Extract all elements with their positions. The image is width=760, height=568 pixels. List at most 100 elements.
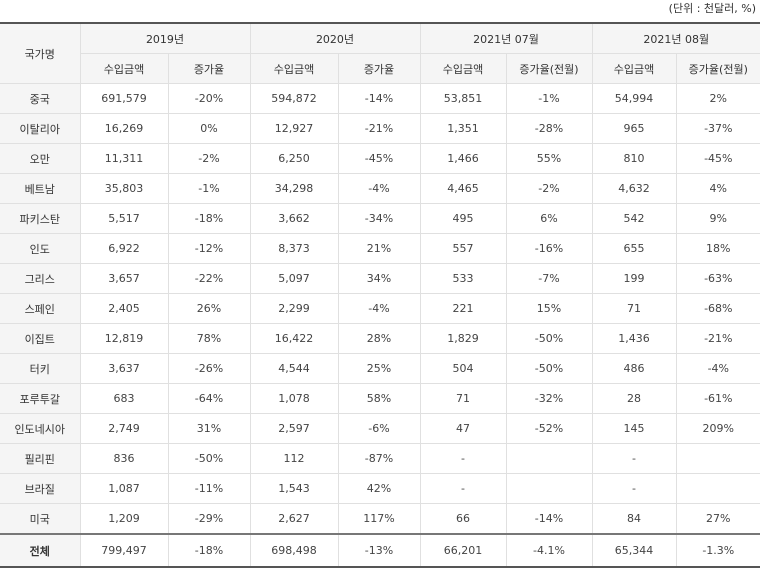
rate-cell: -1%: [505, 83, 593, 114]
country-cell: 그리스: [0, 263, 81, 294]
rate-cell: [675, 443, 760, 474]
amount-cell: 1,209: [79, 503, 169, 535]
rate-cell: -14%: [337, 83, 421, 114]
rate-cell: -63%: [675, 263, 760, 294]
table-row: 인도네시아 2,749 31% 2,597 -6% 47 -52% 145 209%: [0, 413, 760, 444]
amount-cell: 66: [419, 503, 507, 535]
amount-cell: 3,657: [79, 263, 169, 294]
amount-cell: 3,637: [79, 353, 169, 384]
table-row: 오만 11,311 -2% 6,250 -45% 1,466 55% 810 -45%: [0, 143, 760, 174]
rate-cell: -21%: [337, 113, 421, 144]
rate-cell: -22%: [167, 263, 251, 294]
amount-cell: 221: [419, 293, 507, 324]
amount-cell: 66,201: [419, 533, 507, 568]
table-row: 포루투갈 683 -64% 1,078 58% 71 -32% 28 -61%: [0, 383, 760, 414]
header-period: 2019년: [79, 22, 251, 54]
header-sub: 수입금액: [80, 53, 169, 84]
rate-cell: -21%: [675, 323, 760, 354]
rate-cell: -16%: [505, 233, 593, 264]
rate-cell: -1%: [167, 173, 251, 204]
rate-cell: 25%: [337, 353, 421, 384]
amount-cell: 5,517: [79, 203, 169, 234]
table-row: 이집트 12,819 78% 16,422 28% 1,829 -50% 1,436 -21%: [0, 323, 760, 354]
header-sub: 수입금액: [249, 53, 339, 84]
rate-cell: -12%: [167, 233, 251, 264]
country-cell: 스페인: [0, 293, 81, 324]
rate-cell: -37%: [675, 113, 760, 144]
rate-cell: -50%: [505, 353, 593, 384]
amount-cell: -: [591, 473, 677, 504]
header-period: 2021년 08월: [591, 22, 760, 54]
table-row: 베트남 35,803 -1% 34,298 -4% 4,465 -2% 4,632 4%: [0, 173, 760, 204]
amount-cell: 4,632: [591, 173, 677, 204]
amount-cell: 53,851: [419, 83, 507, 114]
amount-cell: 12,819: [79, 323, 169, 354]
amount-cell: 12,927: [249, 113, 339, 144]
rate-cell: 0%: [167, 113, 251, 144]
amount-cell: 799,497: [79, 533, 169, 568]
rate-cell: 209%: [675, 413, 760, 444]
amount-cell: 1,543: [249, 473, 339, 504]
amount-cell: 1,829: [419, 323, 507, 354]
table-row: 미국 1,209 -29% 2,627 117% 66 -14% 84 27%: [0, 503, 760, 535]
rate-cell: -4%: [675, 353, 760, 384]
amount-cell: 1,466: [419, 143, 507, 174]
table-row: 그리스 3,657 -22% 5,097 34% 533 -7% 199 -63%: [0, 263, 760, 294]
header-sub: 증가율(전월): [505, 53, 593, 84]
table-row: 중국 691,579 -20% 594,872 -14% 53,851 -1% 54,994 2…: [0, 83, 760, 114]
country-cell: 이탈리아: [0, 113, 81, 144]
rate-cell: 9%: [675, 203, 760, 234]
amount-cell: -: [419, 443, 507, 474]
rate-cell: -32%: [505, 383, 593, 414]
rate-cell: -29%: [167, 503, 251, 535]
rate-cell: -45%: [675, 143, 760, 174]
rate-cell: -50%: [167, 443, 251, 474]
country-cell: 중국: [0, 83, 81, 114]
rate-cell: -68%: [675, 293, 760, 324]
amount-cell: 71: [591, 293, 677, 324]
rate-cell: -18%: [167, 203, 251, 234]
amount-cell: 1,436: [591, 323, 677, 354]
amount-cell: 1,078: [249, 383, 339, 414]
table-row: 인도 6,922 -12% 8,373 21% 557 -16% 655 18%: [0, 233, 760, 264]
amount-cell: -: [419, 473, 507, 504]
amount-cell: 495: [419, 203, 507, 234]
header-country: 국가명: [0, 22, 81, 84]
amount-cell: 698,498: [249, 533, 339, 568]
rate-cell: -26%: [167, 353, 251, 384]
header-row-sub: 수입금액 증가율 수입금액 증가율 수입금액 증가율(전월) 수입금액 증가율(…: [0, 53, 760, 84]
rate-cell: -7%: [505, 263, 593, 294]
rate-cell: [675, 473, 760, 504]
rate-cell: 21%: [337, 233, 421, 264]
amount-cell: 6,922: [79, 233, 169, 264]
rate-cell: -64%: [167, 383, 251, 414]
country-cell: 오만: [0, 143, 81, 174]
amount-cell: 8,373: [249, 233, 339, 264]
country-cell: 미국: [0, 503, 81, 535]
rate-cell: -4.1%: [505, 533, 593, 568]
amount-cell: 594,872: [249, 83, 339, 114]
total-row: 전체 799,497 -18% 698,498 -13% 66,201 -4.1% 65,34…: [0, 533, 760, 568]
rate-cell: 2%: [675, 83, 760, 114]
amount-cell: 965: [591, 113, 677, 144]
rate-cell: -4%: [337, 293, 421, 324]
amount-cell: 683: [79, 383, 169, 414]
rate-cell: -6%: [337, 413, 421, 444]
country-cell: 인도네시아: [0, 413, 81, 444]
table-row: 브라질 1,087 -11% 1,543 42% - -: [0, 473, 760, 504]
amount-cell: 2,627: [249, 503, 339, 535]
amount-cell: 47: [419, 413, 507, 444]
rate-cell: -87%: [337, 443, 421, 474]
amount-cell: 34,298: [249, 173, 339, 204]
header-period: 2021년 07월: [419, 22, 593, 54]
country-cell: 이집트: [0, 323, 81, 354]
amount-cell: 5,097: [249, 263, 339, 294]
rate-cell: -52%: [505, 413, 593, 444]
rate-cell: -34%: [337, 203, 421, 234]
amount-cell: 54,994: [591, 83, 677, 114]
country-cell: 전체: [0, 533, 81, 568]
amount-cell: 11,311: [79, 143, 169, 174]
rate-cell: 6%: [505, 203, 593, 234]
amount-cell: 1,087: [79, 473, 169, 504]
amount-cell: 691,579: [79, 83, 169, 114]
